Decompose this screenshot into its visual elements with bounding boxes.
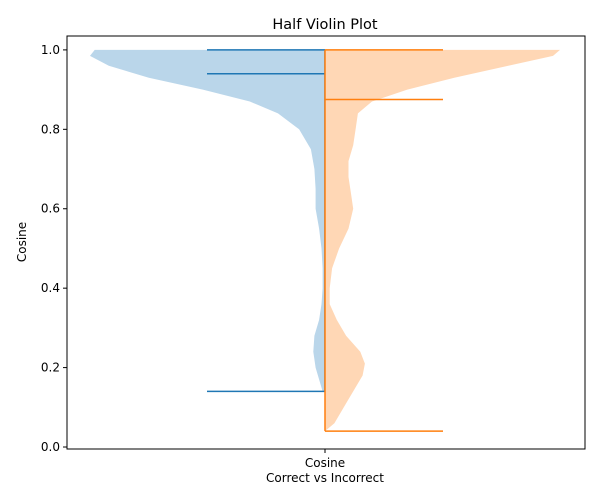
y-axis: 0.0 0.2 0.4 0.6 0.8 1.0 — [41, 43, 67, 454]
y-tick-label: 0.8 — [41, 122, 60, 136]
y-tick-label: 0.2 — [41, 361, 60, 375]
x-axis-title: Correct vs Incorrect — [266, 471, 384, 485]
plot-area — [90, 49, 560, 432]
violin-body-right — [325, 49, 560, 432]
y-tick-label: 0.6 — [41, 202, 60, 216]
plot-frame — [66, 35, 586, 450]
chart-title: Half Violin Plot — [272, 17, 378, 33]
y-axis-title: Cosine — [15, 222, 29, 262]
y-tick-label: 1.0 — [41, 43, 60, 57]
x-axis: Cosine — [305, 449, 345, 470]
y-tick-label: 0.4 — [41, 281, 60, 295]
x-tick-label: Cosine — [305, 456, 345, 470]
violin-body-left — [90, 49, 325, 392]
y-tick-label: 0.0 — [41, 440, 60, 454]
